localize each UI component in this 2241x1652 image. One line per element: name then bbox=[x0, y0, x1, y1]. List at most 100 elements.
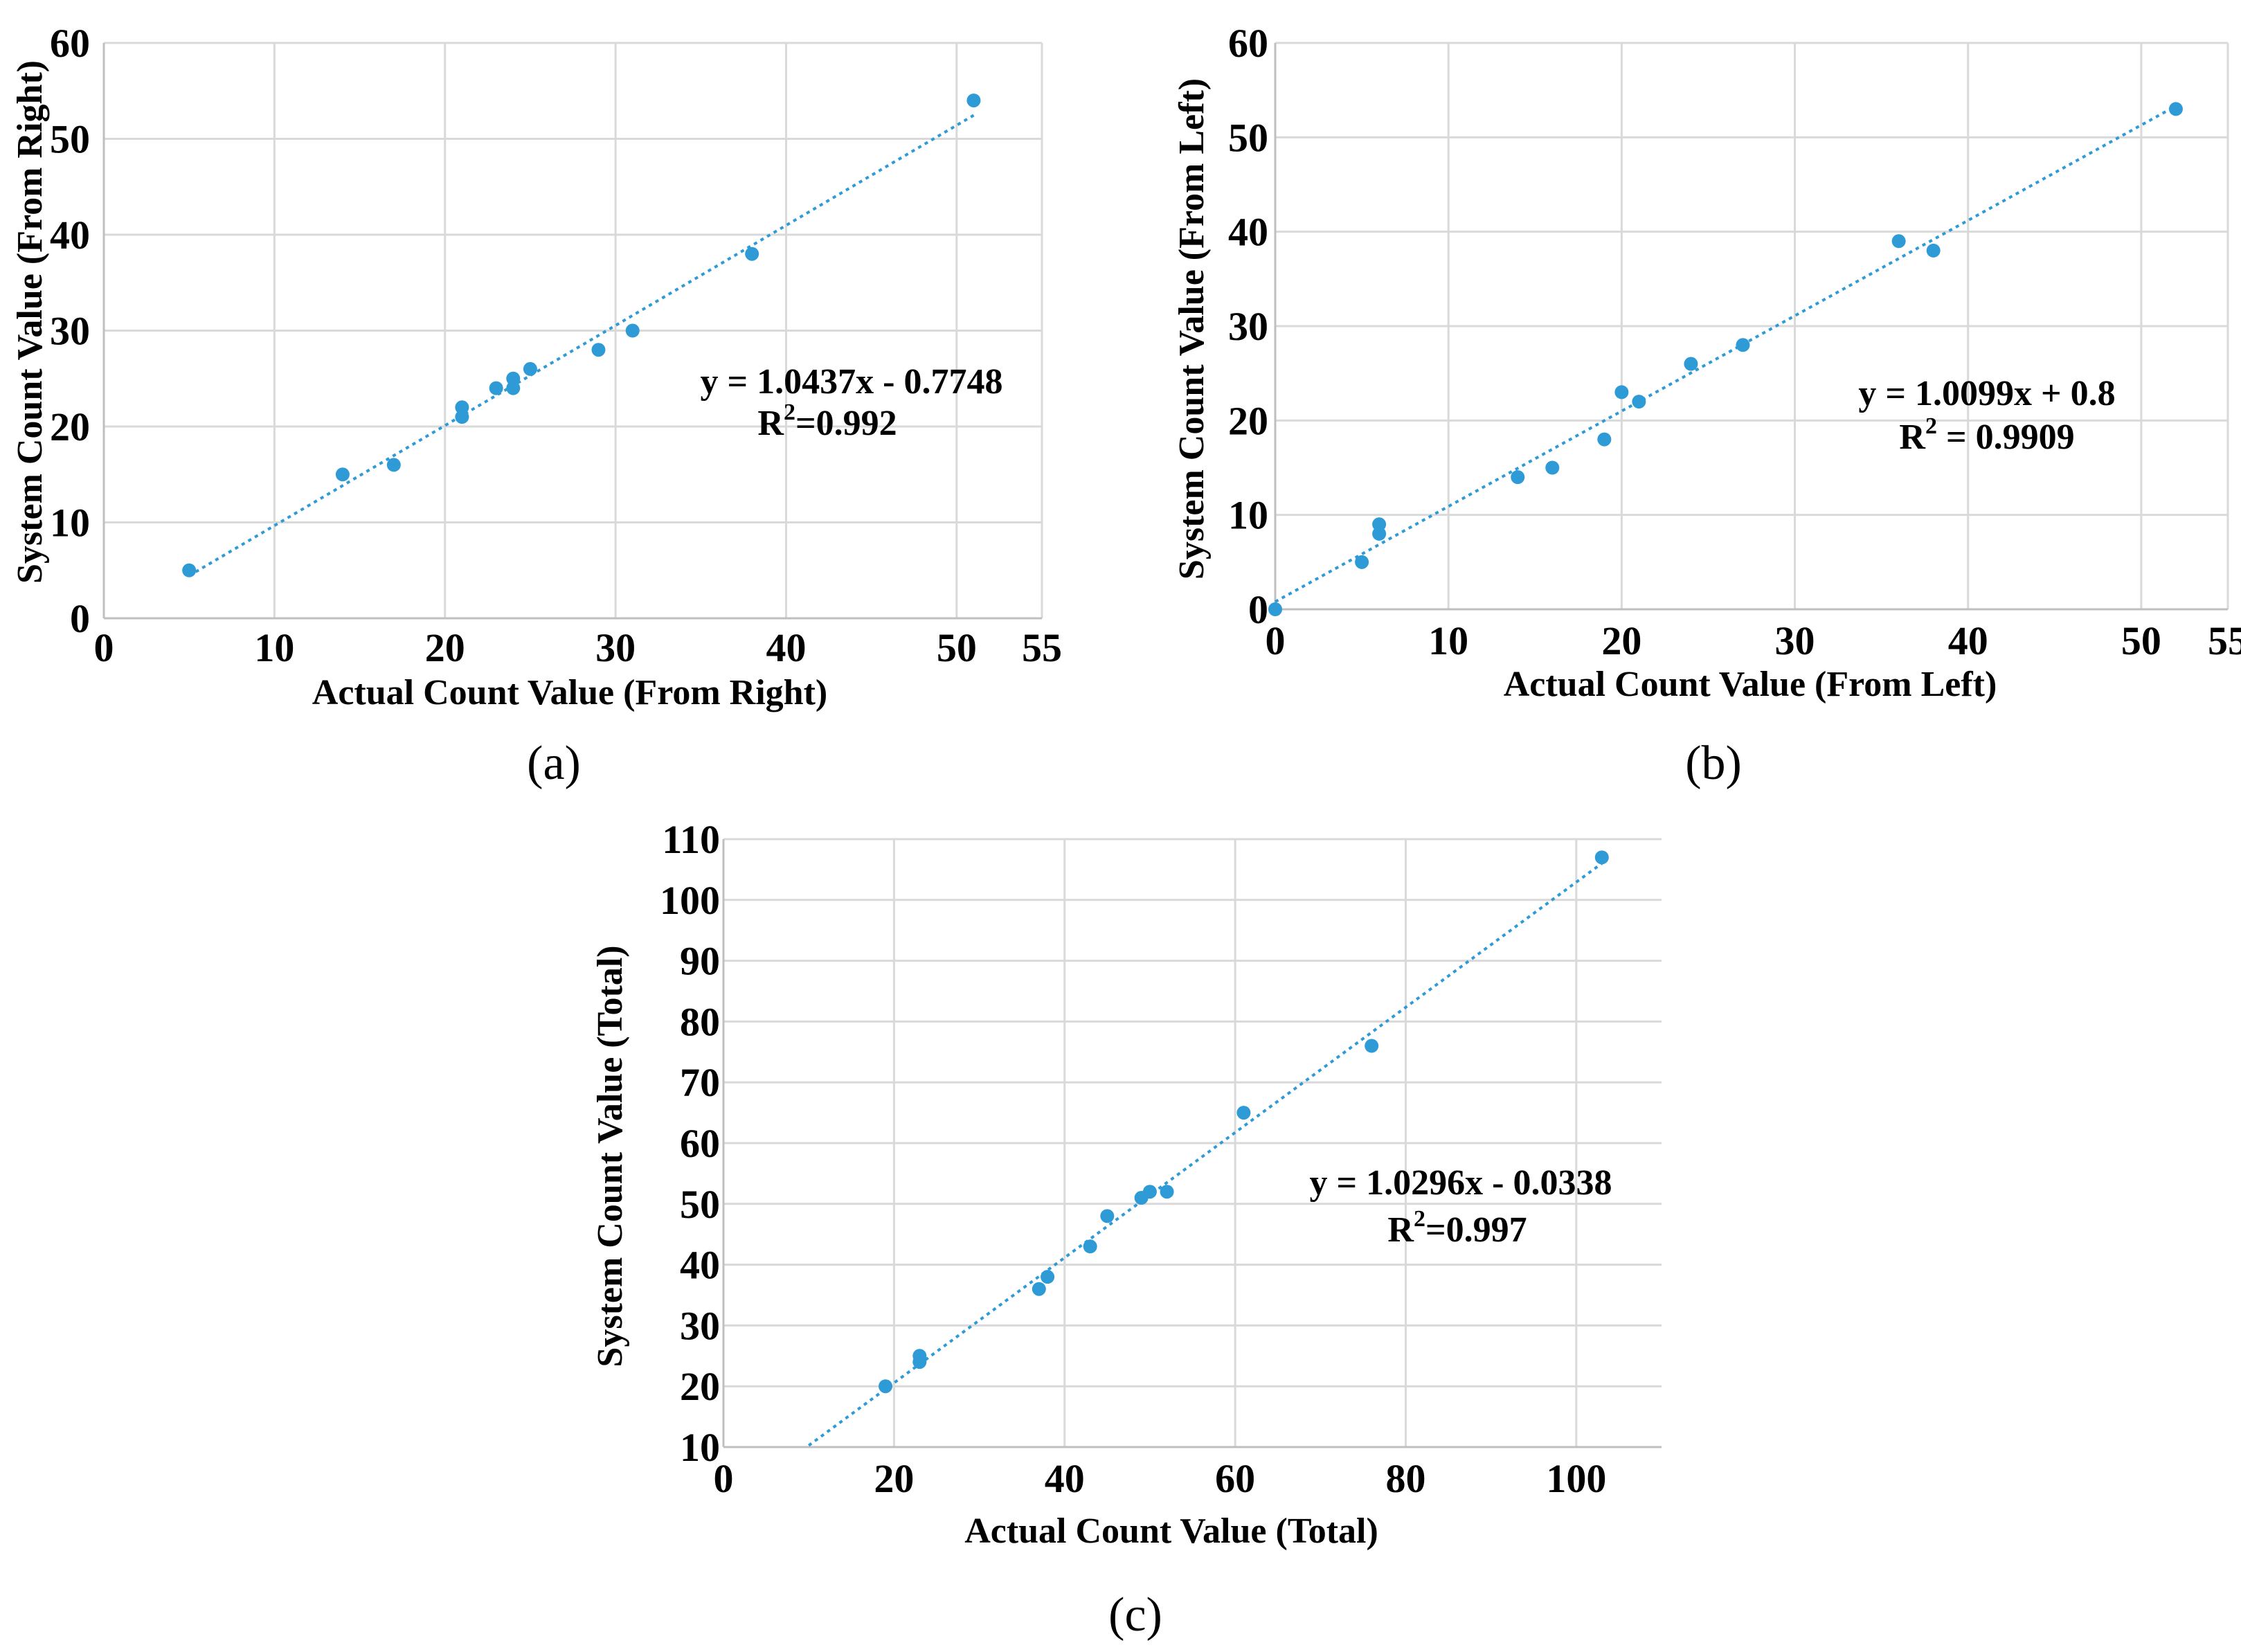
y-tick-label: 60 bbox=[1228, 21, 1268, 66]
panel-c-x-axis-label: Actual Count Value (Total) bbox=[964, 1511, 1378, 1551]
x-tick-label: 80 bbox=[1385, 1456, 1425, 1501]
y-tick-label: 40 bbox=[1228, 210, 1268, 255]
x-tick-label: 20 bbox=[874, 1456, 914, 1501]
panel-b-trendline bbox=[1275, 105, 2177, 603]
trendline bbox=[188, 114, 975, 577]
panel-a-points bbox=[182, 93, 981, 577]
x-tick-label: 60 bbox=[1215, 1456, 1255, 1501]
x-tick-label: 30 bbox=[595, 625, 636, 670]
y-tick-label: 40 bbox=[680, 1243, 720, 1288]
y-tick-label: 0 bbox=[1248, 587, 1268, 632]
panel-c: 10 20 30 40 50 60 70 80 90 100 110 0 20 40 60 80 100 Act… bbox=[591, 817, 1662, 1642]
panel-a-grid bbox=[102, 42, 1043, 620]
x-tick-label: 55 bbox=[2208, 618, 2241, 663]
data-point bbox=[489, 381, 503, 395]
panel-c-r-squared: R2=0.997 bbox=[1387, 1206, 1527, 1250]
panel-c-trendline bbox=[807, 862, 1603, 1447]
data-point bbox=[966, 93, 981, 108]
data-point bbox=[625, 323, 640, 338]
panel-c-ticks: 10 20 30 40 50 60 70 80 90 100 110 0 20 40 60 80 100 bbox=[660, 817, 1606, 1501]
panel-c-y-axis-label: System Count Value (Total) bbox=[591, 945, 630, 1367]
data-point bbox=[1891, 234, 1906, 249]
panel-c-points bbox=[879, 850, 1609, 1394]
panel-c-grid bbox=[722, 838, 1662, 1448]
panel-b-ticks: 0 10 20 30 40 50 60 0 10 20 30 40 50 55 bbox=[1228, 21, 2241, 663]
data-point bbox=[506, 381, 521, 395]
data-point bbox=[2168, 102, 2183, 116]
x-tick-label: 100 bbox=[1546, 1456, 1606, 1501]
x-tick-label: 55 bbox=[1022, 625, 1062, 670]
y-tick-label: 80 bbox=[680, 999, 720, 1044]
trendline bbox=[1275, 105, 2177, 603]
panel-b-r-squared: R2 = 0.9909 bbox=[1899, 413, 2074, 457]
panel-a-r-squared: R2=0.992 bbox=[757, 399, 897, 443]
data-point bbox=[1041, 1270, 1055, 1284]
x-tick-label: 0 bbox=[94, 625, 114, 670]
y-tick-label: 10 bbox=[1228, 493, 1268, 538]
data-point bbox=[1032, 1282, 1046, 1296]
y-tick-label: 40 bbox=[50, 213, 90, 258]
x-tick-label: 40 bbox=[1045, 1456, 1085, 1501]
data-point bbox=[1545, 460, 1560, 475]
panel-b-x-axis-label: Actual Count Value (From Left) bbox=[1504, 665, 1997, 704]
x-tick-label: 20 bbox=[1601, 618, 1641, 663]
y-tick-label: 30 bbox=[50, 309, 90, 354]
panel-b-caption: (b) bbox=[1685, 737, 1742, 790]
data-point bbox=[1926, 243, 1941, 258]
data-point bbox=[1511, 470, 1525, 485]
x-tick-label: 50 bbox=[2121, 618, 2161, 663]
data-point bbox=[1142, 1185, 1157, 1199]
data-point bbox=[523, 361, 537, 376]
data-point bbox=[1100, 1209, 1115, 1223]
panel-a-x-axis-label: Actual Count Value (From Right) bbox=[312, 673, 827, 712]
panel-a-equation: y = 1.0437x - 0.7748 bbox=[701, 362, 1003, 402]
data-point bbox=[455, 410, 469, 424]
panel-b: 0 10 20 30 40 50 60 0 10 20 30 40 50 55 Actual Count … bbox=[1172, 21, 2241, 790]
data-point bbox=[1614, 385, 1629, 399]
panel-a-caption: (a) bbox=[527, 737, 581, 790]
data-point bbox=[1365, 1039, 1379, 1053]
y-tick-label: 90 bbox=[680, 939, 720, 984]
panel-a: 0 10 20 30 40 50 60 0 10 20 30 40 50 55 Actual Count … bbox=[10, 21, 1062, 790]
y-tick-label: 10 bbox=[50, 501, 90, 546]
data-point bbox=[335, 467, 350, 482]
data-point bbox=[506, 371, 521, 386]
data-point bbox=[1083, 1239, 1097, 1254]
panel-b-grid bbox=[1274, 42, 2229, 611]
panel-b-points bbox=[1268, 102, 2183, 616]
y-tick-label: 20 bbox=[1228, 398, 1268, 443]
data-point bbox=[455, 400, 469, 415]
y-tick-label: 60 bbox=[50, 21, 90, 66]
y-tick-label: 50 bbox=[680, 1182, 720, 1227]
panel-a-trendline bbox=[188, 114, 975, 577]
data-point bbox=[386, 458, 401, 472]
y-tick-label: 110 bbox=[662, 817, 720, 862]
x-tick-label: 30 bbox=[1775, 618, 1815, 663]
y-tick-label: 20 bbox=[50, 404, 90, 449]
x-tick-label: 40 bbox=[766, 625, 806, 670]
data-point bbox=[912, 1349, 927, 1363]
data-point bbox=[1597, 432, 1612, 447]
data-point bbox=[1236, 1106, 1251, 1120]
panel-b-y-axis-label: System Count Value (From Left) bbox=[1172, 78, 1212, 580]
panel-c-caption: (c) bbox=[1108, 1588, 1162, 1642]
y-tick-label: 0 bbox=[70, 596, 90, 641]
y-tick-label: 20 bbox=[680, 1364, 720, 1409]
trendline bbox=[807, 862, 1603, 1447]
data-point bbox=[1684, 357, 1698, 371]
data-point bbox=[1372, 517, 1387, 532]
y-tick-label: 100 bbox=[660, 878, 720, 923]
x-tick-label: 0 bbox=[714, 1456, 734, 1501]
y-tick-label: 50 bbox=[1228, 115, 1268, 160]
x-tick-label: 40 bbox=[1948, 618, 1988, 663]
data-point bbox=[1632, 395, 1646, 409]
data-point bbox=[1268, 602, 1282, 616]
data-point bbox=[1594, 850, 1609, 865]
y-tick-label: 30 bbox=[680, 1303, 720, 1348]
x-tick-label: 0 bbox=[1266, 618, 1286, 663]
panel-a-y-axis-label: System Count Value (From Right) bbox=[10, 60, 50, 584]
x-tick-label: 20 bbox=[425, 625, 465, 670]
panel-c-equation: y = 1.0296x - 0.0338 bbox=[1310, 1163, 1612, 1203]
y-tick-label: 10 bbox=[680, 1425, 720, 1470]
